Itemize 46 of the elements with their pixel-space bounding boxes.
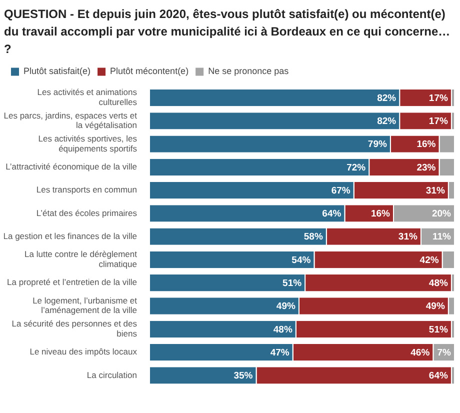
data-label: 72% (346, 162, 366, 174)
y-tick-label: Les parcs, jardins, espaces verts et la végétalisation (4, 110, 138, 130)
legend-label: Plutôt satisfait(e) (24, 66, 91, 76)
data-label: 47% (270, 347, 290, 358)
data-label: 16% (370, 208, 391, 220)
data-label: 46% (410, 347, 430, 358)
y-tick-label: Les transports en commun (36, 184, 138, 195)
data-label: 49% (276, 301, 296, 312)
y-tick-label: Les activités sportives, les équipements sportifs (38, 134, 137, 154)
data-label: 31% (426, 185, 446, 196)
chart-title: QUESTION - Et depuis juin 2020, êtes-vous plutôt satisfait(e) ou mécontent(e) du travail accompli par votre municipalité ici à Bordeaux en ce qui concerne… ? (4, 7, 450, 56)
data-label: 23% (416, 162, 436, 174)
y-tick-label: Les activités et animations culturelles (37, 87, 137, 107)
data-label: 17% (428, 92, 448, 104)
data-label: 11% (432, 232, 452, 243)
data-label: 48% (273, 324, 293, 336)
y-tick-label: La sécurité des personnes et des biens (12, 318, 137, 338)
data-label: 31% (398, 232, 418, 243)
y-tick-label: La gestion et les finances de la ville (3, 230, 138, 241)
data-label: 16% (416, 139, 436, 150)
data-label: 35% (234, 370, 254, 382)
data-label: 54% (292, 254, 312, 266)
y-tick-label: L’attractivité économique de la ville (6, 162, 138, 172)
data-label: 7% (437, 347, 452, 358)
data-label: 20% (432, 208, 452, 220)
y-tick-label: Le logement, l’urbanisme et l’aménagement de la ville (32, 295, 138, 316)
data-label: 82% (377, 116, 397, 128)
data-label: 51% (282, 278, 302, 289)
y-tick-label: L’état des écoles primaires (36, 208, 137, 218)
data-label: 64% (428, 370, 448, 382)
y-tick-label: La propreté et l’entretien de la ville (7, 277, 138, 288)
data-label: 48% (428, 278, 448, 289)
data-label: 17% (428, 116, 448, 128)
y-tick-label: Le niveau des impôts locaux (30, 346, 138, 357)
y-tick-label: La circulation (86, 370, 138, 380)
legend-label: Ne se prononce pas (208, 66, 290, 76)
data-label: 58% (304, 232, 324, 243)
data-label: 82% (377, 92, 397, 104)
data-label: 51% (428, 324, 448, 336)
data-label: 42% (420, 254, 440, 266)
data-label: 67% (331, 185, 351, 196)
legend-label: Plutôt mécontent(e) (110, 66, 189, 76)
data-label: 64% (322, 208, 342, 220)
y-tick-label: La lutte contre le dérèglement climatique (24, 249, 138, 269)
data-label: 79% (368, 139, 388, 150)
data-label: 49% (426, 301, 446, 312)
